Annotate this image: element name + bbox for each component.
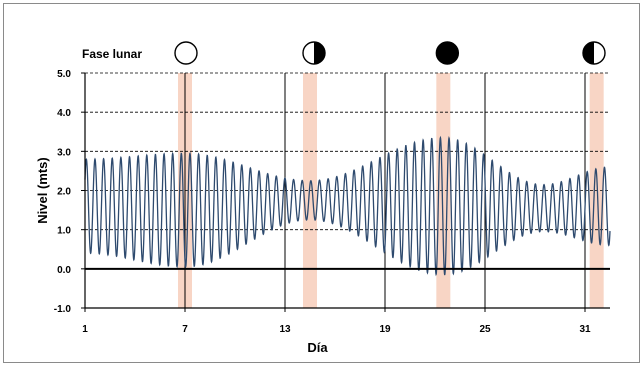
- y-tick-labels: -1.0 0.0 1.0 2.0 3.0 4.0 5.0: [54, 69, 72, 315]
- moon-shadow: [314, 42, 325, 64]
- x-tick-label: 13: [279, 324, 291, 335]
- x-tick-label: 1: [82, 324, 88, 335]
- series-layer: [84, 135, 611, 277]
- chart-frame: [3, 3, 640, 363]
- y-tick-label: 0.0: [57, 265, 71, 276]
- tide-series-line: [84, 135, 611, 277]
- moon-new-moon-icon: [435, 41, 460, 65]
- y-tick-label: -1.0: [54, 304, 72, 315]
- y-tick-label: 1.0: [57, 226, 71, 237]
- moon-phase-band-new-moon: [436, 73, 451, 308]
- moon-first-quarter-icon: [582, 41, 606, 65]
- y-tick-label: 5.0: [57, 69, 71, 80]
- y-tick-label: 3.0: [57, 147, 71, 158]
- moon-shadow: [583, 42, 594, 64]
- moon-phase-legend-label: Fase lunar: [82, 47, 142, 61]
- y-axis-label: Nivel (mts): [35, 157, 50, 223]
- x-tick-label: 25: [479, 324, 491, 335]
- x-axis-label: Día: [307, 340, 328, 355]
- moon-disc: [435, 41, 460, 65]
- moon-disc: [174, 41, 198, 65]
- moon-phase-legend: Fase lunar: [82, 41, 606, 65]
- x-tick-label: 7: [182, 324, 188, 335]
- moon-last-quarter-icon: [302, 41, 326, 65]
- x-tick-labels: 1 7 13 19 25 31: [82, 324, 591, 335]
- y-tick-label: 4.0: [57, 108, 71, 119]
- x-tick-label: 31: [579, 324, 591, 335]
- y-tick-label: 2.0: [57, 187, 71, 198]
- x-tick-label: 19: [379, 324, 391, 335]
- moon-full-moon-icon: [174, 41, 198, 65]
- axes: [81, 72, 610, 312]
